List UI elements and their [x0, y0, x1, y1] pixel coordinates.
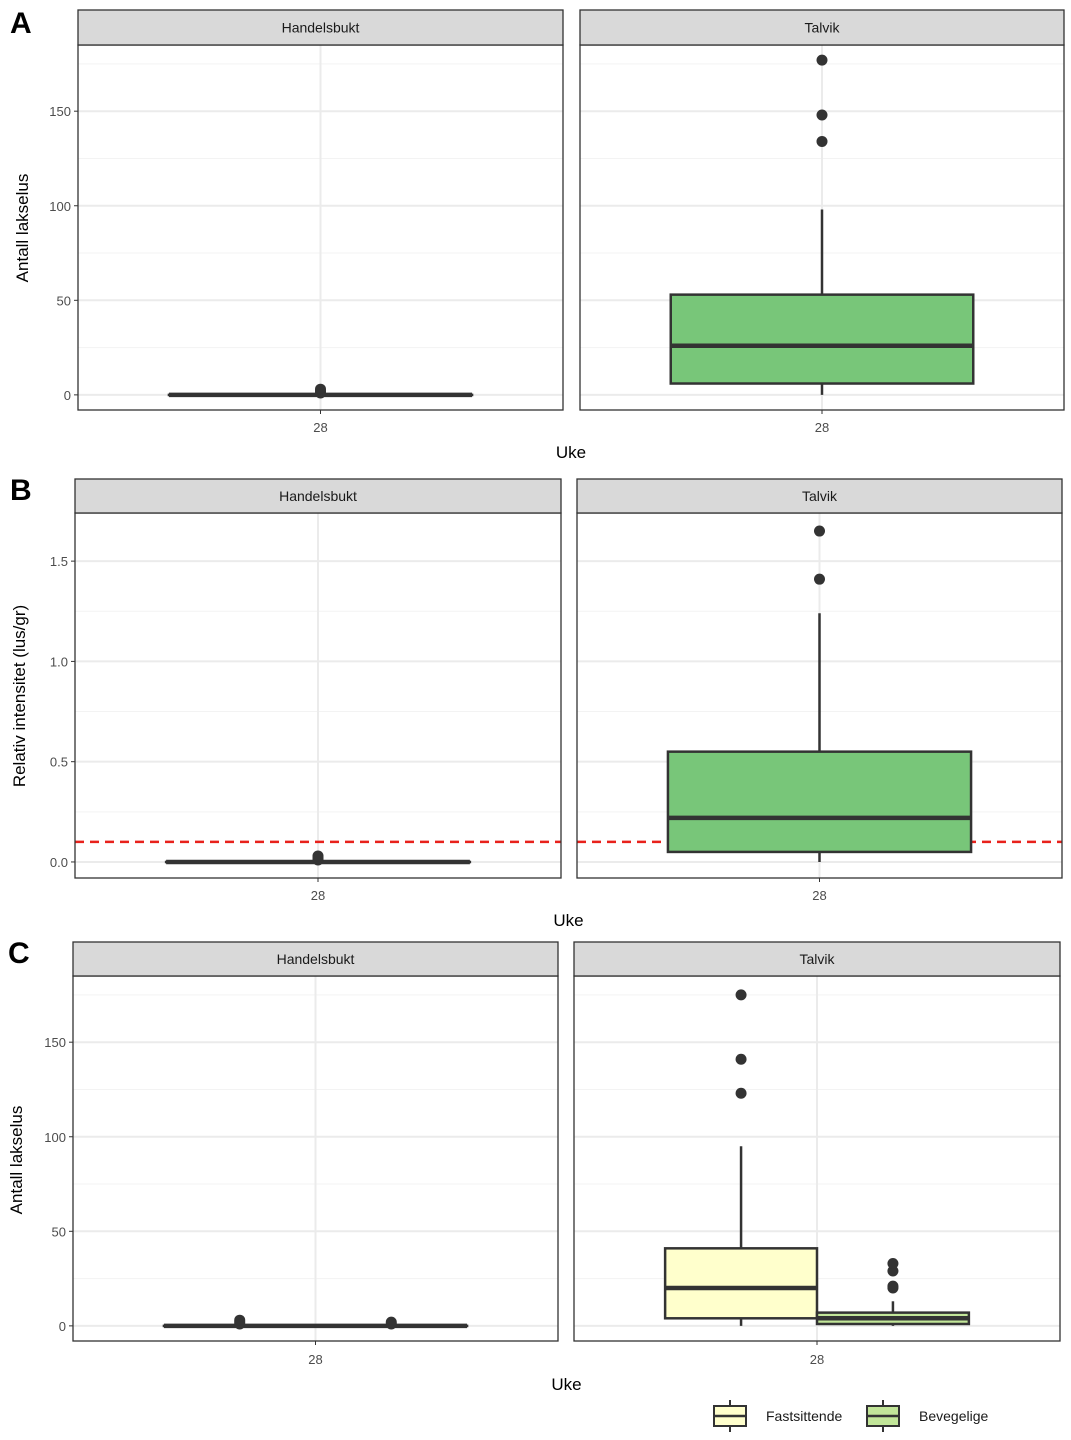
legend-label: Fastsittende [766, 1408, 842, 1424]
facet-strip [579, 9, 1065, 46]
outlier-point [312, 850, 324, 862]
x-tick-label: 28 [812, 888, 826, 903]
legend-label: Bevegelige [919, 1408, 988, 1424]
y-tick-label: 100 [49, 199, 71, 214]
facet-strip-label: Handelsbukt [279, 488, 357, 504]
x-tick-label: 28 [313, 420, 327, 435]
y-tick-label: 50 [57, 293, 71, 308]
panel-label-C: C [8, 937, 30, 970]
outlier-point [814, 573, 825, 585]
box-body [663, 1247, 819, 1320]
x-axis-label: Uke [553, 911, 583, 930]
outlier-point [887, 1280, 899, 1292]
facet-handelsbukt: Handelsbukt 28 [74, 478, 562, 903]
facet-strip-label: Talvik [804, 20, 840, 36]
y-axis-label: Relativ intensitet (lus/gr) [10, 605, 29, 787]
box-main [669, 54, 975, 395]
legend-item-fastsittende: Fastsittende [713, 1400, 842, 1432]
y-tick-label: 100 [44, 1130, 66, 1145]
facet-handelsbukt: Handelsbukt 28 [72, 941, 559, 1367]
outlier-point [816, 109, 828, 121]
y-tick-label: 0.0 [50, 855, 68, 870]
box-bevegelige [314, 1316, 469, 1330]
facet-strip-label: Talvik [802, 488, 838, 504]
y-tick-label: 0 [64, 388, 71, 403]
outlier-point [816, 54, 828, 66]
panel-label-A: A [10, 7, 32, 40]
facet-talvik: Talvik 28 [576, 478, 1063, 903]
x-tick-label: 28 [810, 1352, 824, 1367]
x-tick-label: 28 [815, 420, 829, 435]
outlier-point [816, 135, 828, 147]
outlier-point [735, 989, 747, 1001]
outlier-point [385, 1316, 397, 1328]
legend-item-bevegelige: Bevegelige [866, 1400, 988, 1432]
facet-strip [576, 478, 1063, 514]
facet-talvik: Talvik 28 [573, 941, 1061, 1367]
y-tick-label: 150 [49, 104, 71, 119]
x-axis-label: Uke [551, 1375, 581, 1394]
y-tick-label: 0.5 [50, 755, 68, 770]
outlier-point [887, 1265, 899, 1277]
facet-strip-label: Handelsbukt [277, 951, 355, 967]
outlier-point [234, 1314, 246, 1326]
box-main [164, 850, 472, 866]
outlier-point [814, 525, 825, 537]
y-axis-label: Antall lakselus [7, 1106, 26, 1215]
facet-strip [573, 941, 1061, 977]
outlier-point [735, 1053, 747, 1065]
facet-strip [74, 478, 562, 514]
facet-talvik: Talvik 28 [579, 9, 1065, 435]
outlier-point [735, 1087, 747, 1099]
facet-strip-label: Handelsbukt [282, 20, 360, 36]
facet-strip [72, 941, 559, 977]
box-fastsittende [663, 989, 819, 1326]
y-tick-label: 150 [44, 1035, 66, 1050]
x-tick-label: 28 [308, 1352, 322, 1367]
box-main [167, 383, 474, 399]
y-tick-label: 1.5 [50, 554, 68, 569]
box-body [669, 293, 975, 385]
box-fastsittende [162, 1314, 317, 1330]
facet-handelsbukt: Handelsbukt 28 [77, 9, 564, 435]
outlier-point [315, 383, 326, 395]
y-tick-label: 50 [52, 1224, 66, 1239]
y-tick-label: 0 [59, 1319, 66, 1334]
x-tick-label: 28 [311, 888, 325, 903]
x-axis-label: Uke [556, 443, 586, 462]
box-bevegelige [815, 1257, 971, 1326]
outlier-point [887, 1257, 899, 1269]
legend: Fastsittende Bevegelige [713, 1400, 988, 1432]
y-tick-label: 1.0 [50, 654, 68, 669]
y-axis-label: Antall lakselus [13, 174, 32, 283]
box-main [666, 525, 973, 862]
facet-strip [77, 9, 564, 46]
box-body [666, 750, 973, 854]
facet-strip-label: Talvik [799, 951, 835, 967]
panel-label-B: B [10, 474, 32, 507]
